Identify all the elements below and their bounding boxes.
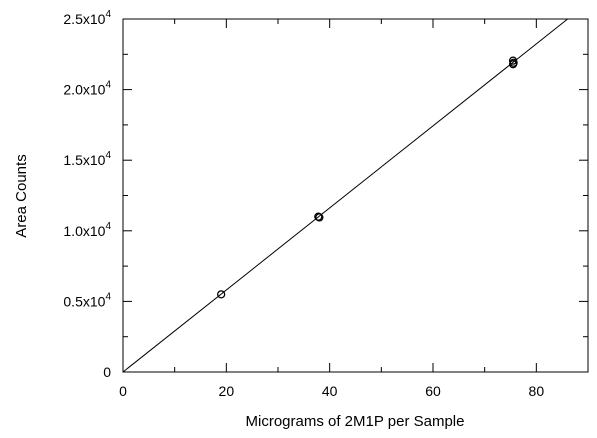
- y-tick-label: 2.5x104: [63, 9, 111, 27]
- x-axis-title: Micrograms of 2M1P per Sample: [246, 413, 465, 430]
- axis-ticks: [123, 19, 588, 372]
- y-tick-label: 1.0x104: [63, 221, 111, 239]
- y-tick-label: 0.5x104: [63, 291, 111, 309]
- data-point: [315, 213, 324, 222]
- data-point: [217, 290, 226, 299]
- y-tick-labels: 0 0.5x104 1.0x104 1.5x104 2.0x104 2.5x104: [63, 9, 111, 380]
- y-axis-title: Area Counts: [13, 154, 30, 237]
- x-tick-label: 40: [322, 383, 338, 399]
- fit-line-group: [122, 18, 568, 373]
- x-tick-label: 60: [425, 383, 441, 399]
- x-tick-labels: 0 20 40 60 80: [119, 383, 544, 399]
- plot-frame: [122, 18, 589, 373]
- y-tick-label: 1.5x104: [63, 150, 111, 168]
- x-tick-label: 20: [219, 383, 235, 399]
- data-points: [217, 56, 518, 299]
- y-tick-label: 2.0x104: [63, 80, 111, 98]
- data-point: [508, 60, 518, 69]
- y-tick-label: 0: [103, 364, 111, 380]
- fit-line: [122, 18, 568, 373]
- x-tick-label: 0: [119, 383, 127, 399]
- x-tick-label: 80: [529, 383, 545, 399]
